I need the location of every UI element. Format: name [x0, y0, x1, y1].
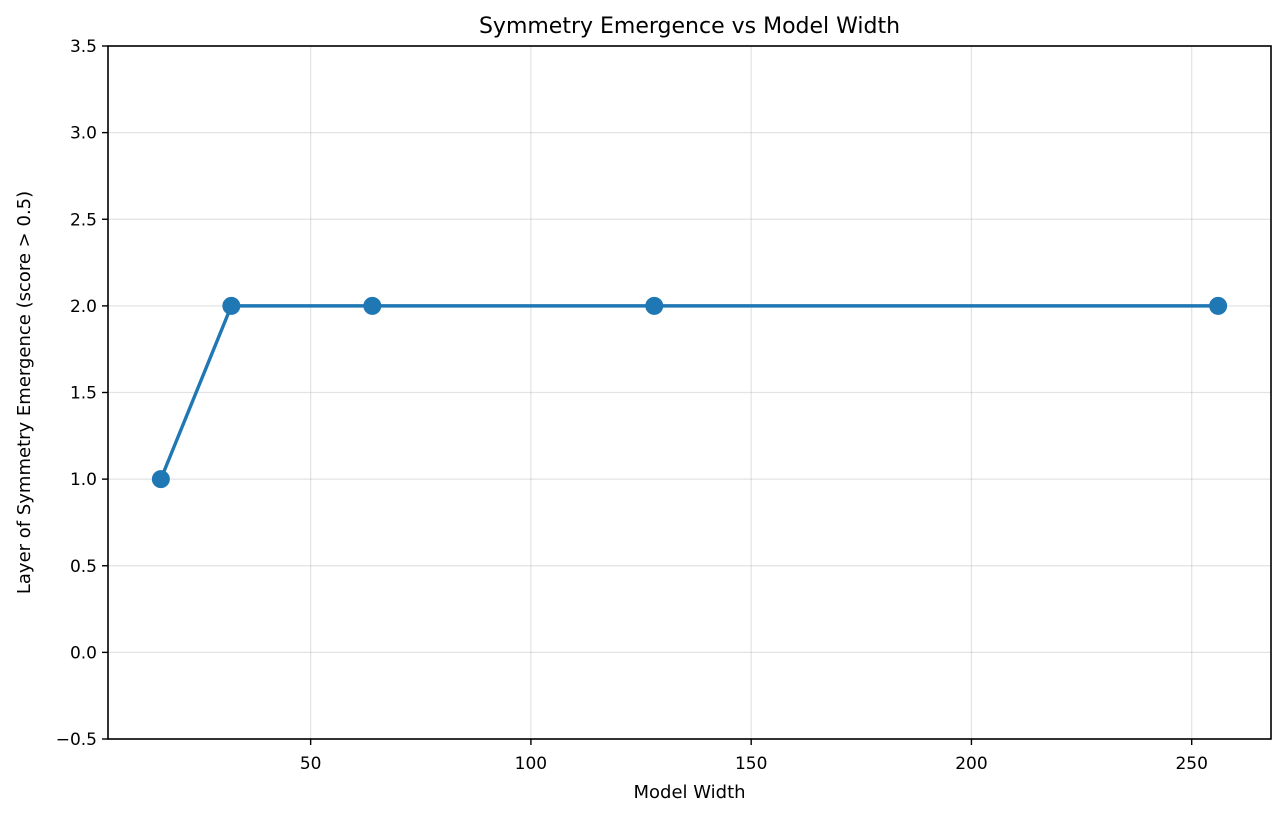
y-tick-label: 0.0: [70, 643, 97, 663]
y-tick-label: 3.5: [70, 37, 97, 57]
y-tick-label: 3.0: [70, 124, 97, 144]
y-tick-label: 1.0: [70, 470, 97, 490]
data-point: [151, 470, 170, 489]
chart-title: Symmetry Emergence vs Model Width: [479, 14, 900, 39]
ticks: 50 100 150 200 250 −0.5 0.0 0.5 1.0 1.5 2.0 2.5 3.0 3…: [56, 37, 1208, 774]
data-point: [645, 296, 664, 315]
y-axis-label: Layer of Symmetry Emergence (score > 0.5…: [14, 191, 35, 594]
x-tick-label: 200: [955, 754, 987, 774]
x-tick-label: 100: [515, 754, 547, 774]
y-tick-label: 2.5: [70, 210, 97, 230]
data-point: [222, 296, 241, 315]
x-tick-label: 250: [1175, 754, 1207, 774]
data-point: [363, 296, 382, 315]
y-tick-label: 0.5: [70, 557, 97, 577]
grid: [108, 45, 1271, 740]
y-tick-label: 2.0: [70, 297, 97, 317]
x-tick-label: 50: [300, 754, 322, 774]
y-tick-label: 1.5: [70, 384, 97, 404]
series-layer: [151, 296, 1228, 489]
y-tick-label: −0.5: [56, 730, 97, 750]
x-tick-label: 150: [735, 754, 767, 774]
x-axis-label: Model Width: [633, 782, 745, 803]
data-point: [1209, 296, 1228, 315]
